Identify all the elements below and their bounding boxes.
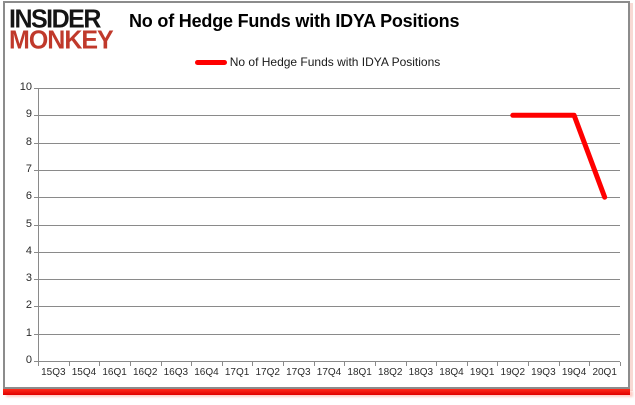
y-tick-label: 1: [25, 327, 32, 339]
x-tick-label: 16Q4: [194, 367, 219, 378]
x-tick-label: 19Q4: [561, 367, 587, 378]
y-gridline: [38, 334, 620, 335]
x-axis-tick: [222, 362, 223, 366]
x-tick-label: 18Q3: [408, 367, 434, 378]
y-axis-tick: [34, 115, 38, 116]
y-tick-label: 0: [25, 354, 32, 366]
x-tick-label: 18Q2: [378, 367, 403, 378]
x-tick-label: 16Q3: [163, 367, 189, 378]
y-axis-line: [38, 88, 39, 362]
x-axis-tick: [375, 362, 376, 366]
x-tick-label: 18Q1: [347, 367, 372, 378]
x-axis-tick: [497, 362, 498, 366]
x-axis-tick: [161, 362, 162, 366]
chart-title: No of Hedge Funds with IDYA Positions: [129, 11, 460, 31]
logo-word-insider: INSIDER: [9, 4, 101, 34]
y-axis-tick: [34, 279, 38, 280]
x-axis-tick: [314, 362, 315, 366]
y-tick-label: 7: [25, 163, 32, 175]
legend-label: No of Hedge Funds with IDYA Positions: [229, 55, 441, 69]
x-axis-tick: [344, 362, 345, 366]
x-tick-label: 18Q4: [439, 367, 464, 378]
logo-word-monkey: MONKEY: [9, 25, 114, 55]
legend: No of Hedge Funds with IDYA Positions: [0, 55, 635, 69]
x-tick-label: 15Q3: [41, 367, 66, 378]
y-axis-tick: [34, 197, 38, 198]
x-tick-label: 19Q1: [469, 367, 495, 378]
y-gridline: [38, 88, 620, 89]
y-tick-label: 8: [25, 136, 32, 148]
x-tick-label: 15Q4: [71, 367, 97, 378]
y-tick-label: 4: [25, 245, 32, 257]
x-tick-label: 16Q1: [102, 367, 127, 378]
x-tick-label: 16Q2: [132, 367, 158, 378]
y-gridline: [38, 361, 620, 362]
x-tick-label: 17Q1: [224, 367, 250, 378]
x-axis-tick: [559, 362, 560, 366]
x-axis-tick: [130, 362, 131, 366]
y-axis-tick: [34, 88, 38, 89]
y-gridline: [38, 306, 620, 307]
insider-monkey-logo: INSIDER MONKEY: [9, 4, 114, 55]
x-tick-label: 17Q3: [286, 367, 311, 378]
x-axis-tick: [406, 362, 407, 366]
card-bottom-accent-bar: [3, 389, 630, 395]
x-axis-tick: [467, 362, 468, 366]
y-tick-label: 2: [25, 299, 32, 311]
x-axis-tick: [620, 362, 621, 366]
y-gridline: [38, 170, 620, 171]
x-axis-tick: [191, 362, 192, 366]
x-tick-label: 17Q2: [255, 367, 280, 378]
y-tick-label: 9: [25, 108, 32, 120]
y-axis-tick: [34, 170, 38, 171]
y-gridline: [38, 197, 620, 198]
x-axis-tick: [99, 362, 100, 366]
y-gridline: [38, 115, 620, 116]
x-axis-tick: [252, 362, 253, 366]
y-gridline: [38, 279, 620, 280]
legend-line-marker-icon: [194, 59, 227, 65]
x-axis-tick: [528, 362, 529, 366]
y-axis-tick: [34, 252, 38, 253]
x-axis-tick: [38, 362, 39, 366]
y-gridline: [38, 252, 620, 253]
y-axis-tick: [34, 143, 38, 144]
x-axis-tick: [589, 362, 590, 366]
x-tick-label: 19Q2: [500, 367, 526, 378]
y-axis-tick: [34, 306, 38, 307]
x-tick-label: 17Q4: [316, 367, 342, 378]
x-tick-label: 19Q3: [531, 367, 556, 378]
x-axis-tick: [436, 362, 437, 366]
y-tick-label: 6: [25, 190, 32, 202]
x-axis-tick: [283, 362, 284, 366]
y-gridline: [38, 225, 620, 226]
y-axis-tick: [34, 225, 38, 226]
y-axis-tick: [34, 361, 38, 362]
x-tick-label: 20Q1: [592, 367, 617, 378]
y-tick-label: 3: [25, 272, 32, 284]
x-axis-tick: [69, 362, 70, 366]
y-tick-label: 10: [19, 81, 32, 93]
y-gridline: [38, 143, 620, 144]
y-axis-tick: [34, 334, 38, 335]
y-tick-label: 5: [25, 218, 32, 230]
